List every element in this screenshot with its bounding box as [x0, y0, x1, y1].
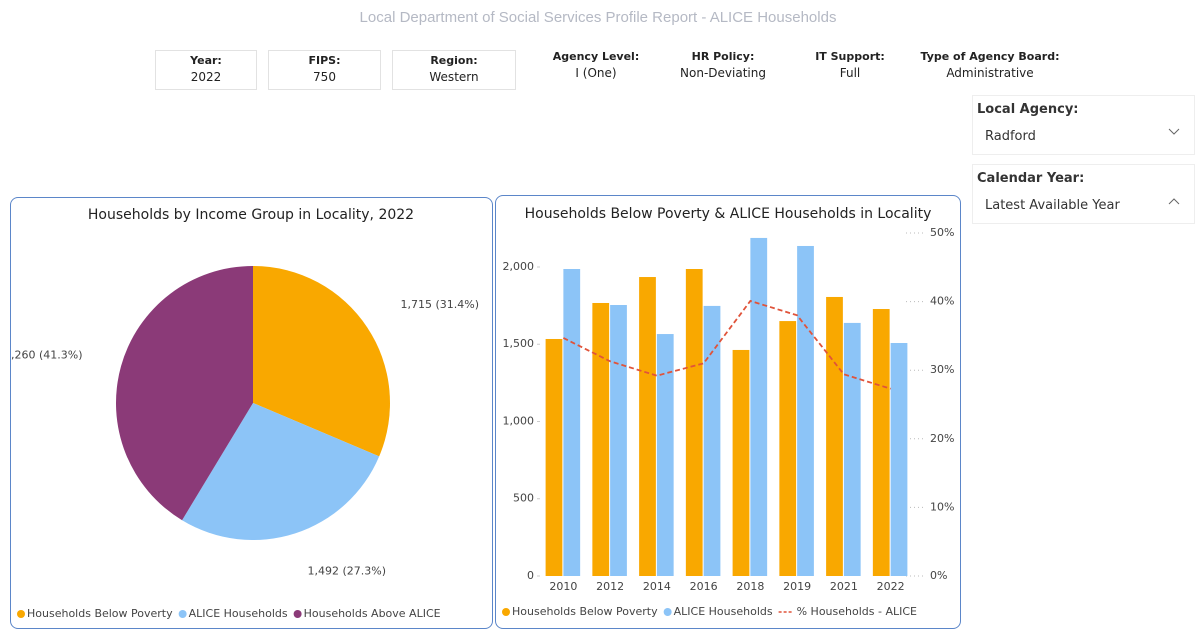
x-tick-label: 2014	[643, 580, 671, 593]
data-label: 2,260 (41.3%)	[11, 348, 83, 361]
field-value: 750	[313, 70, 336, 84]
slicer-value[interactable]: Latest Available Year	[985, 198, 1120, 213]
legend-label: Households Above ALICE	[304, 607, 441, 620]
info-field: Agency Level: I (One)	[540, 47, 652, 87]
data-label: 1,492 (27.3%)	[308, 564, 387, 577]
y-tick-label: 2,000	[503, 260, 535, 273]
bar	[750, 237, 768, 576]
bar	[797, 245, 814, 576]
info-field: HR Policy: Non-Deviating	[663, 47, 783, 87]
chart-title: Households by Income Group in Locality, …	[88, 207, 414, 223]
field-label: Type of Agency Board:	[920, 50, 1060, 63]
chart-card: Households Below Poverty & ALICE Househo…	[495, 195, 961, 629]
info-field: Type of Agency Board: Administrative	[915, 47, 1065, 87]
field-label: HR Policy:	[691, 50, 755, 63]
pie-slice	[182, 403, 380, 540]
bar	[592, 302, 610, 576]
field-label: Year:	[190, 54, 222, 67]
bar	[872, 309, 890, 576]
field-label: IT Support:	[815, 50, 885, 63]
info-field: FIPS: 750	[268, 50, 381, 90]
field-label: Region:	[430, 54, 478, 67]
legend-label: Households Below Poverty	[512, 605, 658, 618]
bar	[779, 321, 797, 576]
bar	[890, 343, 908, 576]
field-value: Non-Deviating	[680, 66, 766, 80]
legend-label: ALICE Households	[189, 607, 288, 620]
bar	[732, 349, 750, 576]
x-tick-label: 2016	[690, 580, 718, 593]
chart-title: Households Below Poverty & ALICE Househo…	[525, 206, 932, 222]
info-field: IT Support: Full	[800, 47, 900, 87]
y2-tick-label: 30%	[930, 363, 954, 376]
bar	[610, 304, 627, 576]
bar	[703, 305, 721, 576]
y-tick-label: 0	[527, 569, 534, 582]
x-tick-label: 2018	[736, 580, 764, 593]
field-value: Full	[839, 66, 861, 80]
bar	[545, 338, 563, 576]
legend-label: % Households - ALICE	[797, 605, 917, 618]
slicer[interactable]: Local Agency: Radford	[972, 95, 1195, 155]
pie-slice	[253, 266, 390, 457]
y2-tick-label: 40%	[930, 295, 954, 308]
y-tick-label: 500	[513, 492, 534, 505]
legend-label: Households Below Poverty	[27, 607, 173, 620]
info-field: Year: 2022	[155, 50, 257, 90]
legend-swatch	[502, 608, 510, 616]
field-value: Administrative	[946, 66, 1034, 80]
legend-swatch	[293, 610, 302, 618]
bar	[685, 268, 703, 576]
legend-swatch	[663, 608, 672, 616]
combo-chart: Households Below Poverty & ALICE Househo…	[502, 206, 954, 618]
x-tick-label: 2010	[549, 580, 577, 593]
bar	[639, 277, 656, 576]
y-tick-label: 1,000	[503, 414, 535, 427]
slicer-value[interactable]: Radford	[985, 129, 1036, 144]
data-label: 1,715 (31.4%)	[401, 298, 480, 311]
chart-card: Households by Income Group in Locality, …	[10, 197, 493, 629]
y2-tick-label: 50%	[930, 226, 954, 239]
slicer[interactable]: Calendar Year: Latest Available Year	[972, 164, 1195, 224]
legend-swatch	[17, 610, 25, 618]
report-title: Local Department of Social Services Prof…	[359, 9, 837, 26]
x-tick-label: 2022	[877, 580, 905, 593]
field-label: Agency Level:	[552, 50, 640, 63]
field-label: FIPS:	[308, 54, 341, 67]
y2-tick-label: 0%	[930, 569, 947, 582]
slicer-label: Calendar Year:	[977, 171, 1085, 186]
field-value: Western	[429, 70, 479, 84]
pie-chart: Households by Income Group in Locality, …	[11, 207, 480, 620]
legend-swatch	[178, 610, 187, 618]
slicer-label: Local Agency:	[977, 102, 1079, 117]
legend-label: ALICE Households	[674, 605, 773, 618]
chevron-up[interactable]	[1168, 197, 1180, 205]
chevron-down[interactable]	[1168, 128, 1180, 136]
bar	[656, 334, 674, 576]
y2-tick-label: 20%	[930, 432, 954, 445]
bar	[843, 322, 861, 576]
bar	[563, 268, 581, 576]
field-value: I (One)	[575, 66, 617, 80]
x-tick-label: 2021	[830, 580, 858, 593]
x-tick-label: 2019	[783, 580, 811, 593]
y-tick-label: 1,500	[503, 337, 535, 350]
bar	[826, 296, 843, 576]
pie-slice	[116, 266, 253, 521]
line-series	[562, 299, 891, 390]
field-value: 2022	[190, 70, 222, 84]
y2-tick-label: 10%	[930, 500, 954, 513]
x-tick-label: 2012	[596, 580, 624, 593]
info-field: Region: Western	[392, 50, 516, 90]
